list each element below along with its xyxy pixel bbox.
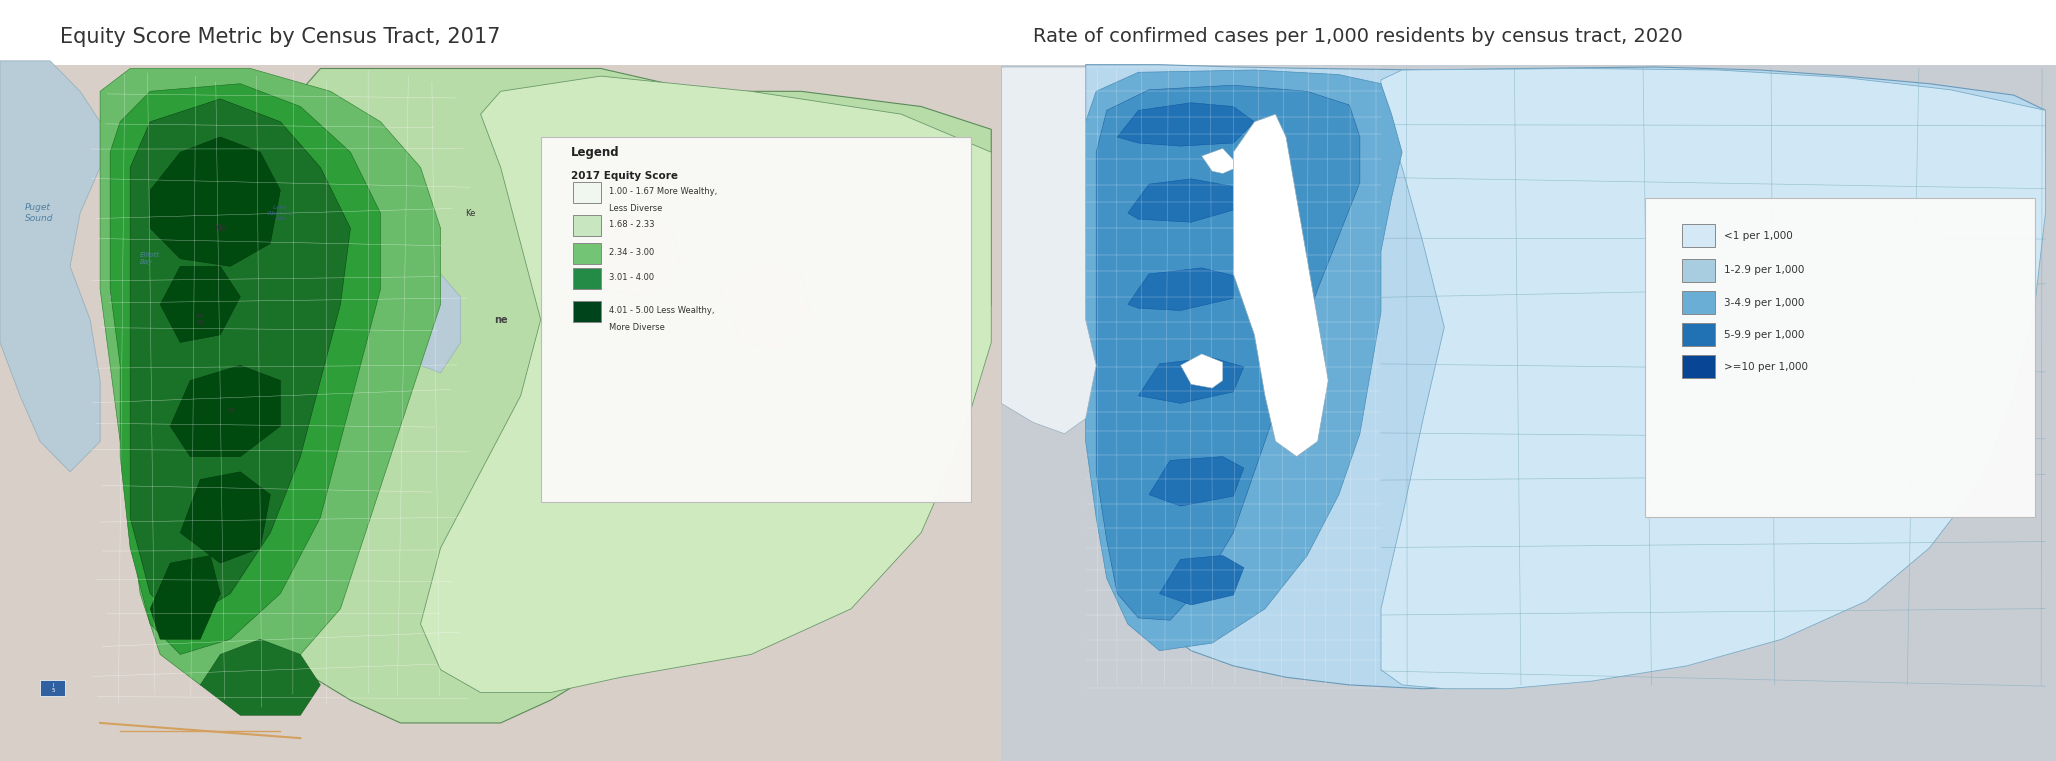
Bar (1682, 323, 1715, 346)
Bar (1682, 259, 1715, 282)
Polygon shape (1160, 556, 1244, 605)
Polygon shape (0, 61, 101, 472)
Polygon shape (150, 556, 220, 639)
Bar (574, 268, 600, 289)
Text: 3.01 - 4.00: 3.01 - 4.00 (609, 273, 654, 282)
Polygon shape (261, 68, 991, 723)
Polygon shape (1382, 68, 2046, 689)
Text: <1 per 1,000: <1 per 1,000 (1723, 231, 1793, 241)
Polygon shape (1234, 114, 1328, 457)
Text: Elliott
Bay: Elliott Bay (140, 252, 160, 266)
Bar (1682, 224, 1715, 247)
Text: >=10 per 1,000: >=10 per 1,000 (1723, 361, 1807, 372)
Polygon shape (1086, 65, 2046, 689)
FancyBboxPatch shape (1645, 198, 2035, 517)
Text: Rate of confirmed cases per 1,000 residents by census tract, 2020: Rate of confirmed cases per 1,000 reside… (1032, 27, 1682, 46)
Text: Ke: Ke (465, 209, 475, 218)
Polygon shape (1086, 70, 1402, 651)
Polygon shape (722, 259, 810, 350)
Polygon shape (160, 266, 241, 342)
Text: Equity Score Metric by Census Tract, 2017: Equity Score Metric by Census Tract, 201… (60, 27, 500, 46)
Polygon shape (111, 266, 160, 320)
Bar (39, 680, 66, 696)
Text: No
Pa: No Pa (195, 313, 206, 326)
Polygon shape (199, 639, 321, 715)
Polygon shape (1116, 103, 1254, 146)
Text: Lake
Washing-
ton: Lake Washing- ton (265, 205, 294, 221)
Polygon shape (580, 213, 681, 297)
Text: 1-2.9 per 1,000: 1-2.9 per 1,000 (1723, 265, 1803, 275)
Text: More Diverse: More Diverse (609, 323, 664, 332)
Polygon shape (421, 76, 991, 693)
Text: Me: Me (214, 224, 226, 233)
Bar (1682, 291, 1715, 314)
Text: M: M (228, 408, 232, 414)
Text: 4.01 - 5.00 Less Wealthy,: 4.01 - 5.00 Less Wealthy, (609, 306, 713, 315)
Bar (574, 301, 600, 322)
Polygon shape (111, 84, 380, 654)
Polygon shape (1129, 179, 1234, 222)
Text: I
5: I 5 (51, 683, 56, 693)
Polygon shape (150, 137, 280, 266)
Text: ne: ne (493, 314, 508, 325)
Bar (574, 182, 600, 203)
Polygon shape (130, 99, 350, 624)
Text: Legend: Legend (572, 146, 619, 159)
Text: Less Diverse: Less Diverse (609, 204, 662, 213)
Text: 2017 Equity Score: 2017 Equity Score (572, 170, 678, 181)
Polygon shape (1180, 354, 1223, 388)
Polygon shape (101, 68, 440, 685)
Text: Puget
Sound: Puget Sound (25, 203, 53, 223)
Polygon shape (401, 274, 461, 373)
Polygon shape (1001, 67, 1096, 434)
Polygon shape (1096, 85, 1359, 620)
Text: 5-9.9 per 1,000: 5-9.9 per 1,000 (1723, 330, 1803, 340)
Bar (574, 215, 600, 236)
Bar (574, 243, 600, 264)
Polygon shape (1129, 268, 1234, 310)
Polygon shape (1149, 457, 1244, 506)
Polygon shape (181, 472, 269, 563)
Text: 1.00 - 1.67 More Wealthy,: 1.00 - 1.67 More Wealthy, (609, 187, 718, 196)
Polygon shape (1201, 148, 1234, 174)
Text: 1.68 - 2.33: 1.68 - 2.33 (609, 220, 654, 229)
Text: 2.34 - 3.00: 2.34 - 3.00 (609, 248, 654, 257)
Bar (1682, 355, 1715, 378)
Polygon shape (1139, 358, 1244, 403)
Text: 3-4.9 per 1,000: 3-4.9 per 1,000 (1723, 298, 1803, 308)
Polygon shape (171, 365, 280, 457)
FancyBboxPatch shape (541, 137, 970, 502)
